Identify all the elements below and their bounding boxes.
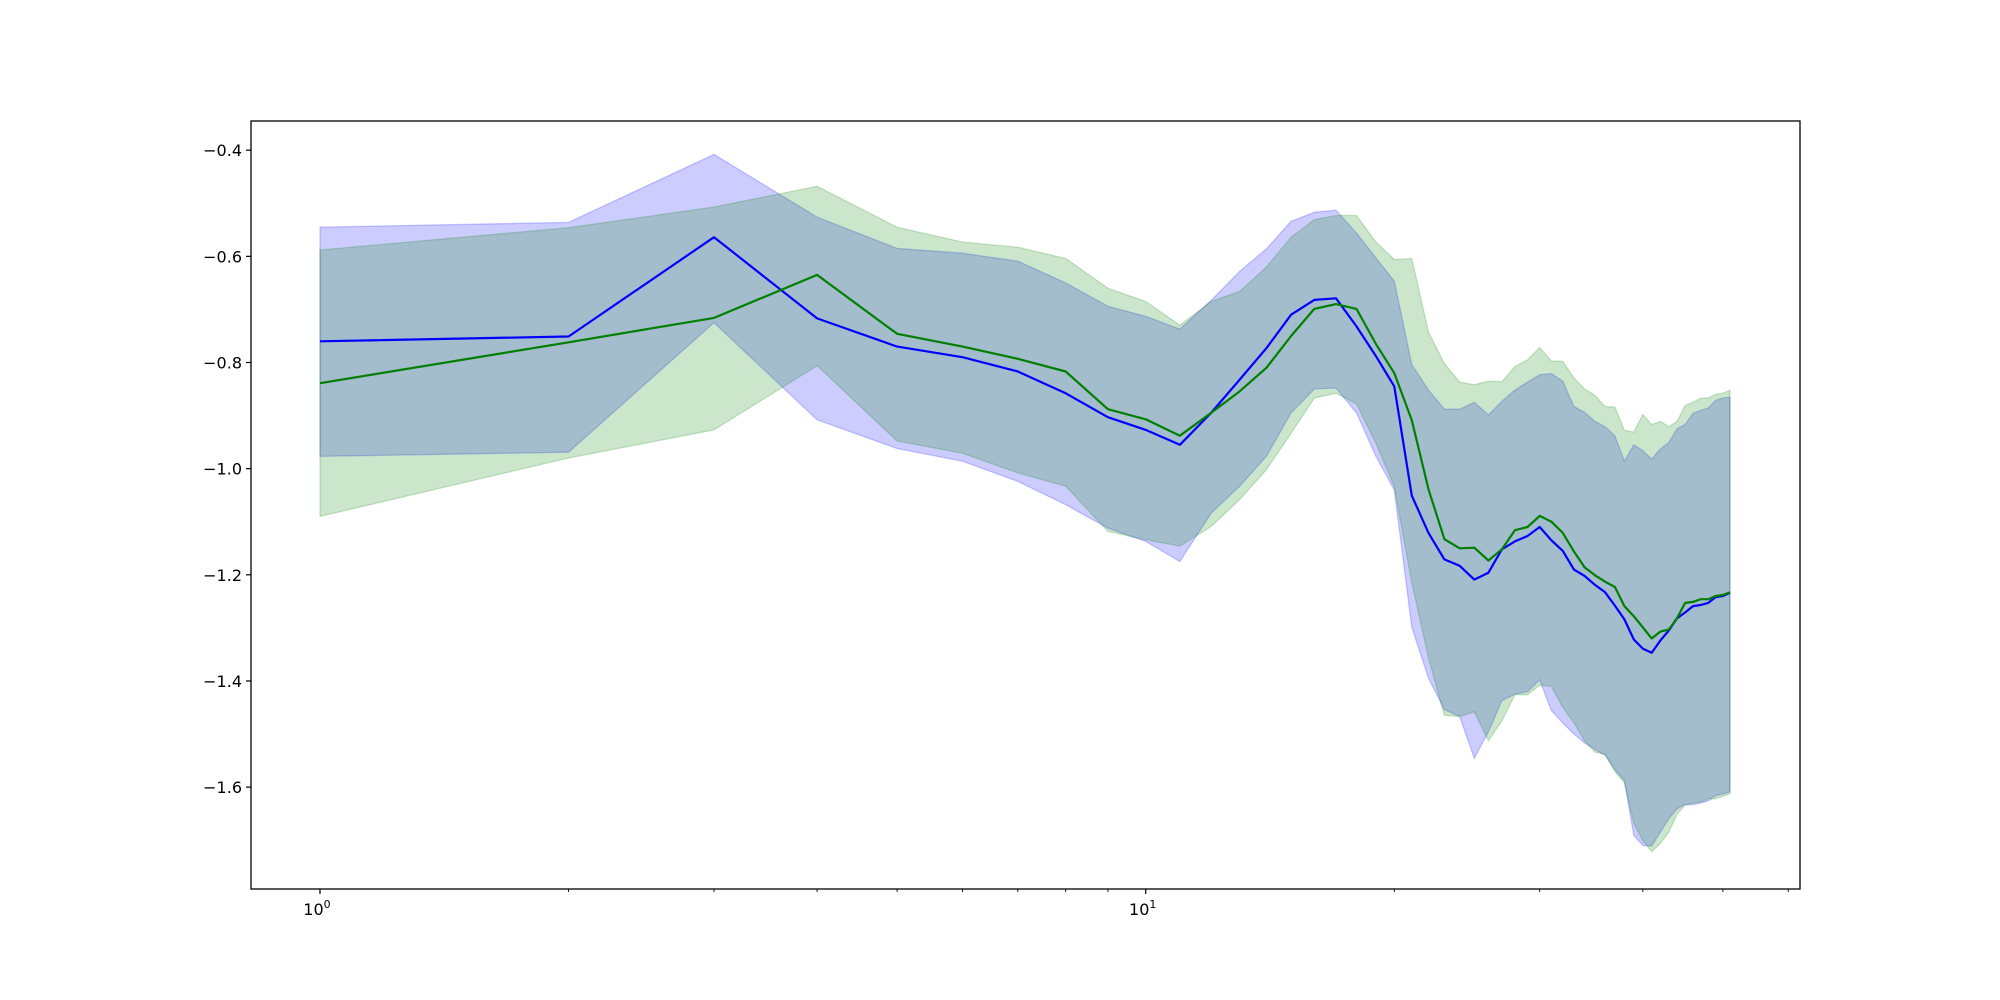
y-tick-label: −0.4 <box>203 141 242 160</box>
y-tick-label: −0.8 <box>203 353 242 372</box>
y-tick-label: −1.0 <box>203 460 242 479</box>
y-tick-label: −1.6 <box>203 778 242 797</box>
y-tick-label: −1.2 <box>203 566 242 585</box>
blue-confidence-band <box>319 153 1731 847</box>
x-tick-label: 100 <box>303 898 330 919</box>
blue-mean-line <box>319 236 1731 654</box>
plot-frame <box>250 120 1801 890</box>
y-axis: −0.4 −0.6 −0.8 −1.0 −1.2 −1.4 −1.6 <box>203 141 251 797</box>
green-mean-line <box>319 273 1731 640</box>
green-confidence-band <box>319 185 1731 853</box>
x-tick-label: 101 <box>1129 898 1156 919</box>
series-lines <box>319 236 1731 654</box>
y-tick-label: −1.4 <box>203 672 242 691</box>
confidence-bands <box>319 153 1731 853</box>
y-tick-label: −0.6 <box>203 247 242 266</box>
x-axis: 100 101 <box>303 889 1789 919</box>
